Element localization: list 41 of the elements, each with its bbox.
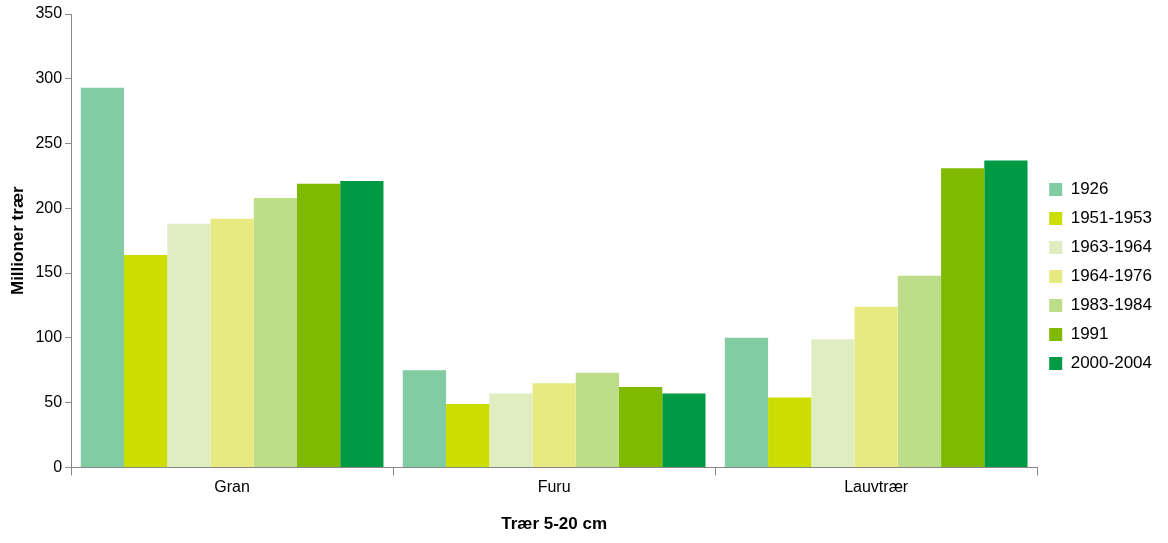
x-tick-label: Lauvtrær: [844, 478, 909, 496]
legend-label: 1926: [1070, 179, 1109, 199]
bar: [941, 168, 985, 467]
bar: [811, 339, 855, 467]
bar: [253, 197, 297, 467]
bar: [984, 160, 1028, 467]
y-tick-label: 50: [44, 393, 63, 411]
bar: [724, 337, 769, 467]
bar: [619, 387, 663, 467]
y-axis-title: Millioner trær: [7, 186, 27, 296]
bar: [897, 275, 942, 467]
bar: [768, 397, 812, 467]
y-tick-label: 150: [35, 263, 63, 281]
bar: [489, 393, 533, 467]
y-tick-label: 200: [35, 198, 63, 216]
legend-label: 1951-1953: [1070, 208, 1153, 228]
bar: [296, 183, 341, 467]
bar: [80, 87, 124, 467]
bar: [854, 306, 898, 467]
legend-label: 1963-1964: [1070, 237, 1153, 257]
bar: [124, 254, 168, 467]
bar: [662, 393, 706, 467]
y-tick-label: 300: [35, 69, 63, 87]
y-tick-label: 250: [35, 133, 63, 151]
y-tick-label: 350: [35, 4, 63, 22]
bar: [167, 223, 211, 467]
x-tick-label: Gran: [214, 478, 250, 496]
legend-label: 2000-2004: [1070, 353, 1153, 373]
legend-label: 1983-1984: [1070, 295, 1153, 315]
y-tick-label: 100: [35, 328, 63, 346]
bar: [532, 383, 576, 467]
bar: [402, 370, 447, 467]
x-axis-title: Trær 5-20 cm: [501, 514, 608, 534]
y-tick-label: 0: [53, 457, 63, 475]
bar: [575, 372, 620, 467]
x-tick-label: Furu: [537, 478, 571, 496]
legend-label: 1991: [1070, 324, 1109, 344]
legend-label: 1964-1976: [1070, 266, 1153, 286]
bar: [210, 218, 254, 467]
bar: [446, 403, 490, 467]
bar: [340, 181, 384, 467]
